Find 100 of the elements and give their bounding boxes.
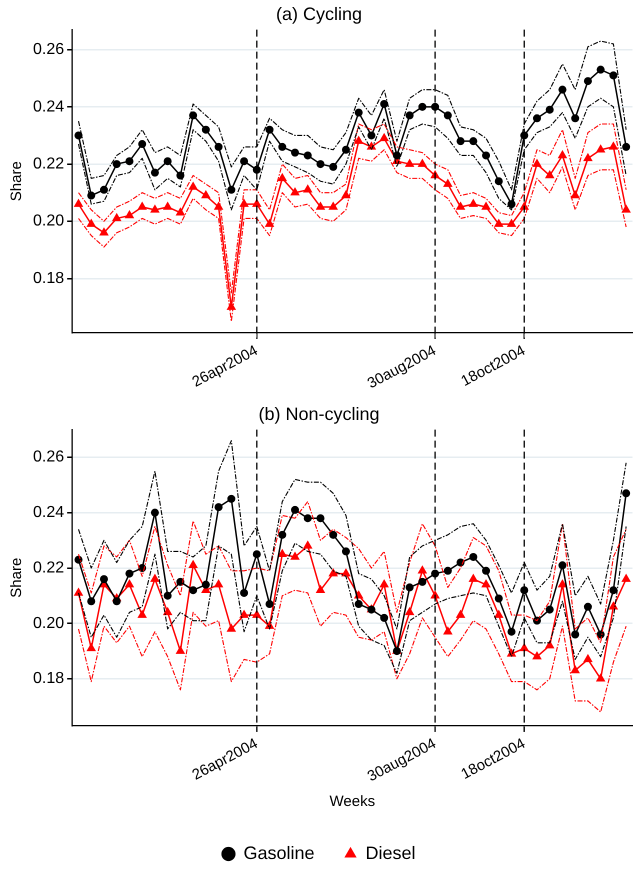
point xyxy=(86,218,96,227)
point xyxy=(418,158,428,167)
y-tick-label: 0.18 xyxy=(33,670,64,688)
point xyxy=(379,579,389,588)
point xyxy=(494,610,504,618)
point xyxy=(468,574,478,582)
point xyxy=(278,530,286,539)
point xyxy=(608,141,618,150)
point xyxy=(469,137,478,146)
point xyxy=(202,126,210,134)
point xyxy=(240,157,248,166)
point xyxy=(406,111,414,120)
point xyxy=(125,157,134,166)
point xyxy=(239,610,249,618)
point xyxy=(214,142,223,151)
point xyxy=(291,506,300,514)
point xyxy=(342,547,350,556)
point xyxy=(418,578,426,586)
point xyxy=(100,186,108,194)
point xyxy=(266,126,274,134)
point xyxy=(406,583,414,592)
point xyxy=(112,160,121,168)
point xyxy=(532,114,541,122)
point xyxy=(609,586,618,594)
point xyxy=(583,654,593,662)
point xyxy=(304,151,312,160)
point xyxy=(482,566,490,575)
y-tick-label: 0.20 xyxy=(33,212,64,230)
y-tick-label: 0.24 xyxy=(33,98,64,116)
y-tick-label: 0.26 xyxy=(33,448,64,466)
point xyxy=(508,200,516,208)
point xyxy=(201,190,211,198)
point xyxy=(558,579,568,588)
point xyxy=(494,218,504,227)
y-tick-label: 0.22 xyxy=(33,155,64,172)
point xyxy=(622,142,630,151)
legend-label: Diesel xyxy=(366,842,416,863)
point xyxy=(570,664,580,674)
point xyxy=(138,140,146,148)
point xyxy=(444,111,452,120)
point xyxy=(404,606,414,616)
point xyxy=(380,100,388,108)
point xyxy=(74,198,84,207)
point xyxy=(443,178,453,187)
point xyxy=(532,158,542,167)
point xyxy=(189,586,198,594)
point xyxy=(278,548,288,557)
point xyxy=(239,198,249,207)
point xyxy=(380,614,388,622)
point xyxy=(583,152,593,162)
point xyxy=(137,201,147,210)
point xyxy=(354,108,363,117)
point xyxy=(341,190,351,198)
point xyxy=(532,651,542,660)
point xyxy=(404,158,414,167)
point xyxy=(379,132,389,142)
point xyxy=(266,600,274,608)
point xyxy=(621,204,631,213)
point xyxy=(354,136,364,144)
point xyxy=(506,218,516,227)
point xyxy=(316,514,324,522)
point xyxy=(609,71,618,80)
point xyxy=(291,148,300,157)
point xyxy=(481,201,491,210)
point xyxy=(342,146,350,154)
point xyxy=(621,574,631,582)
y-axis-title: Share xyxy=(8,161,26,202)
point xyxy=(290,551,300,560)
point xyxy=(214,579,224,588)
point xyxy=(341,568,351,576)
point xyxy=(150,508,159,517)
point xyxy=(124,579,134,588)
point xyxy=(162,201,172,210)
point xyxy=(558,561,566,570)
point xyxy=(354,600,363,608)
point xyxy=(571,114,580,122)
point xyxy=(316,584,326,593)
point xyxy=(176,646,186,654)
legend-label: Gasoline xyxy=(243,842,315,863)
point xyxy=(278,172,288,182)
point xyxy=(456,137,465,146)
point xyxy=(367,131,376,140)
point xyxy=(302,184,313,193)
point xyxy=(329,530,338,539)
point xyxy=(304,514,312,522)
point xyxy=(608,601,618,610)
point xyxy=(494,177,503,186)
point xyxy=(87,597,96,606)
point xyxy=(227,494,236,503)
point xyxy=(469,552,478,561)
point xyxy=(137,610,147,618)
point xyxy=(558,86,566,94)
point xyxy=(546,606,554,614)
point xyxy=(150,574,160,582)
point xyxy=(162,606,172,616)
point xyxy=(418,565,428,574)
point xyxy=(240,588,248,597)
point xyxy=(125,570,134,578)
point xyxy=(150,204,160,213)
point xyxy=(444,566,452,575)
